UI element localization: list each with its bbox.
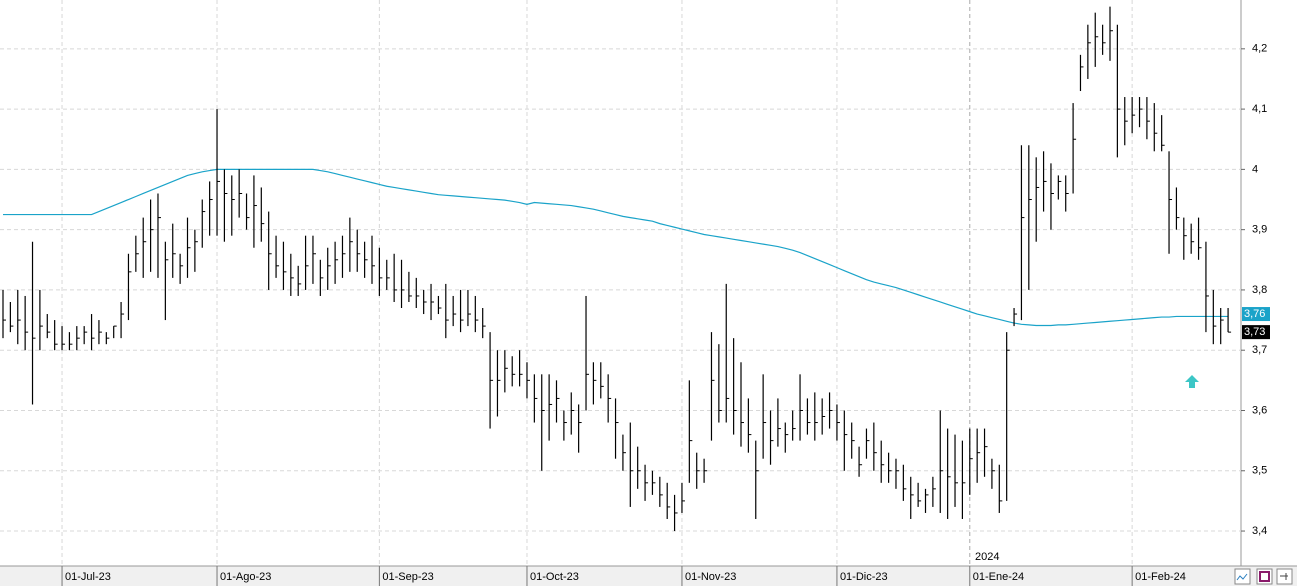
y-tick-label: 3,9 (1252, 224, 1267, 236)
price-tag (1242, 325, 1270, 340)
y-tick-label: 3,5 (1252, 465, 1267, 477)
y-tick-label: 4,1 (1252, 103, 1267, 115)
y-tick-label: 3,8 (1252, 284, 1267, 296)
x-tick-label: 01-Oct-23 (530, 571, 579, 583)
icon-glyph (1236, 573, 1248, 581)
y-tick-label: 3,4 (1252, 525, 1267, 537)
x-tick-label: 01-Sep-23 (382, 571, 433, 583)
price-tag-label: 3,76 (1244, 308, 1265, 320)
y-tick-label: 3,6 (1252, 404, 1267, 416)
x-tick-label: 01-Jul-23 (65, 571, 111, 583)
x-tick-label: 01-Ene-24 (973, 571, 1024, 583)
y-tick-label: 4 (1252, 163, 1258, 175)
toolbar-icons (1234, 568, 1293, 585)
x-tick-label: 01-Feb-24 (1135, 571, 1186, 583)
signal-arrow (1185, 375, 1199, 388)
price-tag (1242, 307, 1270, 322)
icon-glyph (1259, 571, 1270, 582)
moving-average-line (3, 168, 1229, 327)
icon-glyph (1280, 573, 1288, 580)
y-tick-label: 4,2 (1252, 43, 1267, 55)
price-tag-label: 3,73 (1244, 326, 1265, 338)
x-tick-label: 01-Ago-23 (220, 571, 271, 583)
x-tick-label: 01-Dic-23 (840, 571, 888, 583)
x-axis-panel (0, 566, 1297, 586)
x-tick-label: 01-Nov-23 (685, 571, 736, 583)
year-annotation: 2024 (975, 551, 999, 563)
icon-button[interactable] (1234, 568, 1251, 585)
y-tick-label: 3,7 (1252, 344, 1267, 356)
